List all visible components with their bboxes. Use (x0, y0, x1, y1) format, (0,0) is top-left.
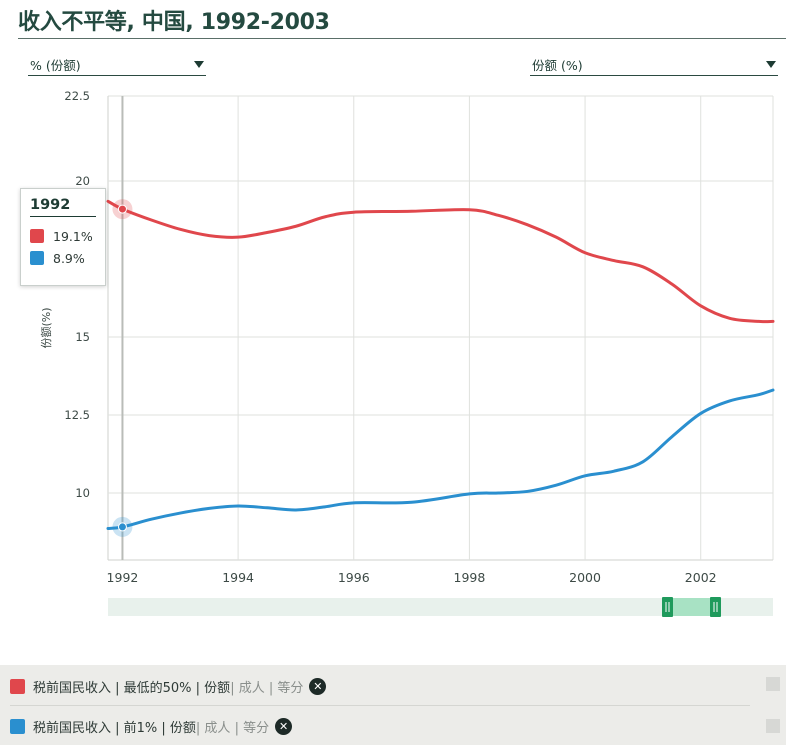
scrubber-selection (668, 598, 716, 616)
legend-label: 税前国民收入 | 前1% | 份额 (33, 720, 196, 736)
scrollbar-thumb[interactable] (766, 677, 780, 691)
x-tick-label: 1994 (222, 570, 254, 585)
legend-swatch (10, 678, 25, 694)
y-axis-label: 份额(%) (40, 307, 53, 348)
tooltip-value: 19.1% (53, 228, 93, 244)
legend-panel: 税前国民收入 | 最低的50% | 份额 | 成人 | 等分 ✕ 税前国民收入 … (0, 665, 786, 745)
metric-dropdown[interactable]: 份额 (%) (530, 54, 778, 76)
y-tick-label: 15 (75, 330, 90, 344)
tooltip-row: 19.1% (30, 225, 105, 247)
tooltip-swatch (30, 229, 44, 243)
series-line-0 (106, 199, 775, 324)
y-axis-ticks: 10 12.5 15 20 22.5 (64, 89, 90, 500)
y-tick-label: 10 (75, 486, 90, 500)
scrubber-handle[interactable] (710, 597, 721, 617)
y-tick-label: 20 (75, 174, 90, 188)
hover-markers (112, 199, 133, 537)
legend-item[interactable]: 税前国民收入 | 前1% | 份额 | 成人 | 等分 ✕ (10, 713, 293, 739)
time-range-scrubber[interactable] (108, 597, 773, 617)
legend-divider (10, 705, 750, 706)
title-divider (18, 38, 786, 39)
x-tick-label: 1992 (107, 570, 139, 585)
series-line-1 (106, 388, 775, 530)
legend-label-muted: | 成人 | 等分 (195, 720, 270, 736)
y-tick-label: 22.5 (64, 89, 90, 103)
x-axis-ticks: 1992 1994 1996 1998 2000 2002 (107, 570, 717, 585)
close-icon[interactable]: ✕ (275, 717, 293, 735)
tooltip-swatch (30, 251, 44, 265)
series-lines (106, 199, 775, 530)
x-tick-label: 1996 (338, 570, 370, 585)
close-icon[interactable]: ✕ (309, 677, 327, 695)
metric-dropdown-label: 份额 (%) (532, 58, 583, 73)
legend-label: 税前国民收入 | 最低的50% | 份额 (33, 680, 231, 696)
scrubber-handle[interactable] (662, 597, 673, 617)
hover-tooltip: 1992 19.1% 8.9% (20, 188, 106, 286)
x-tick-label: 2002 (685, 570, 717, 585)
hover-point (117, 204, 127, 214)
tooltip-value: 8.9% (53, 250, 85, 266)
legend-swatch (10, 718, 25, 734)
scrubber-track (108, 598, 773, 616)
hover-point (117, 522, 127, 532)
page-title: 收入不平等, 中国, 1992-2003 (18, 10, 330, 35)
chevron-down-icon (194, 61, 204, 68)
y-tick-label: 12.5 (64, 408, 90, 422)
legend-label-muted: | 成人 | 等分 (230, 680, 304, 696)
unit-dropdown-label: % (份额) (30, 58, 81, 73)
unit-dropdown[interactable]: % (份额) (28, 54, 206, 76)
tooltip-row: 8.9% (30, 247, 105, 269)
x-tick-label: 1998 (454, 570, 486, 585)
scrollbar-thumb[interactable] (766, 719, 780, 733)
tooltip-year: 1992 (30, 197, 96, 217)
x-tick-label: 2000 (569, 570, 601, 585)
legend-item[interactable]: 税前国民收入 | 最低的50% | 份额 | 成人 | 等分 ✕ (10, 673, 327, 699)
chart-grid (107, 95, 774, 561)
chevron-down-icon (766, 61, 776, 68)
